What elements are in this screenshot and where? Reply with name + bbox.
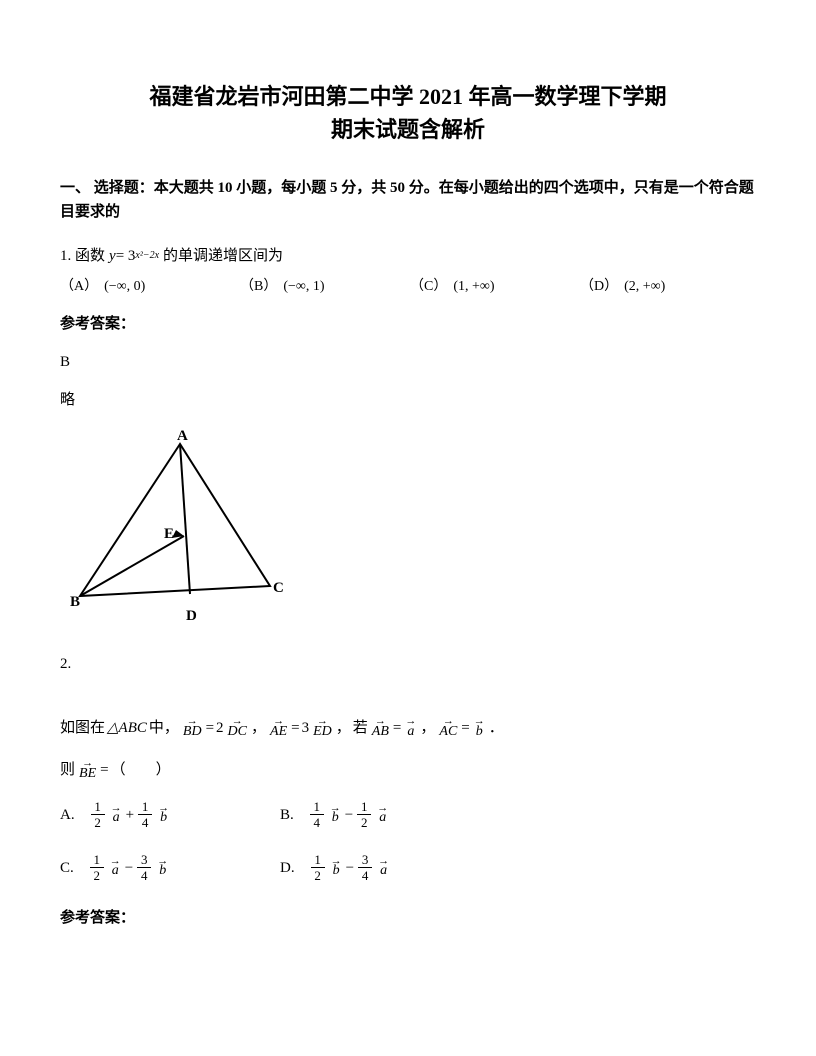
q1-suffix: 的单调递增区间为: [163, 244, 283, 268]
q1-options: （A） (−∞, 0) （B） (−∞, 1) （C） (1, +∞) （D） …: [60, 276, 756, 298]
q1-brief: 略: [60, 388, 756, 412]
q2-options-row1: A. 12 →a + 14 →b B. 14 →b − 12 →a: [60, 800, 756, 829]
vec-be: →BE: [79, 760, 96, 781]
vec-bd: →BD: [183, 718, 202, 739]
q2-number: 2.: [60, 652, 756, 676]
vertex-c: C: [273, 580, 284, 596]
q1-option-d: （D） (2, +∞): [580, 276, 730, 298]
q1-answer: B: [60, 350, 756, 374]
q2-option-b: B. 14 →b − 12 →a: [280, 800, 500, 829]
q2-stem-line1: 如图在 △ABC 中， →BD = 2 →DC ， →AE = 3 →ED ， …: [60, 716, 756, 740]
answer-label-1: 参考答案：: [60, 312, 756, 336]
triangle-label: △ABC: [107, 716, 147, 740]
q2-option-a: A. 12 →a + 14 →b: [60, 800, 280, 829]
vec-ac: →AC: [439, 718, 457, 739]
q1-option-c: （C） (1, +∞): [410, 276, 580, 298]
q1-option-a: （A） (−∞, 0): [60, 276, 240, 298]
vec-ed: →ED: [313, 718, 332, 739]
title-line-2: 期末试题含解析: [60, 113, 756, 146]
vertex-e: E: [164, 526, 174, 542]
vertex-b: B: [70, 594, 80, 610]
answer-label-2: 参考答案：: [60, 906, 756, 930]
vec-a: →a: [405, 718, 416, 739]
triangle-figure: A B C D E: [60, 426, 756, 634]
triangle-svg: A B C D E: [60, 426, 290, 626]
q2-option-c: C. 12 →a − 34 →b: [60, 853, 280, 882]
vec-ae: →AE: [270, 718, 287, 739]
q2-options-row2: C. 12 →a − 34 →b D. 12 →b − 34 →a: [60, 853, 756, 882]
q1-prefix: 1. 函数: [60, 244, 105, 268]
title-line-1: 福建省龙岩市河田第二中学 2021 年高一数学理下学期: [60, 80, 756, 113]
vertex-d: D: [186, 608, 197, 624]
vec-b: →b: [474, 718, 485, 739]
q2-stem-line2: 则 →BE = （ ）: [60, 758, 756, 782]
q1-stem: 1. 函数 y = 3 x²−2x 的单调递增区间为: [60, 244, 756, 268]
vec-dc: →DC: [228, 718, 247, 739]
page-title: 福建省龙岩市河田第二中学 2021 年高一数学理下学期 期末试题含解析: [60, 80, 756, 146]
vertex-a: A: [177, 428, 188, 444]
q1-option-b: （B） (−∞, 1): [240, 276, 410, 298]
question-1: 1. 函数 y = 3 x²−2x 的单调递增区间为 （A） (−∞, 0) （…: [60, 244, 756, 298]
section-heading: 一、 选择题：本大题共 10 小题，每小题 5 分，共 50 分。在每小题给出的…: [60, 176, 756, 224]
vec-ab: →AB: [372, 718, 389, 739]
q1-formula: y = 3 x²−2x: [109, 244, 159, 268]
q2-option-d: D. 12 →b − 34 →a: [280, 853, 500, 882]
